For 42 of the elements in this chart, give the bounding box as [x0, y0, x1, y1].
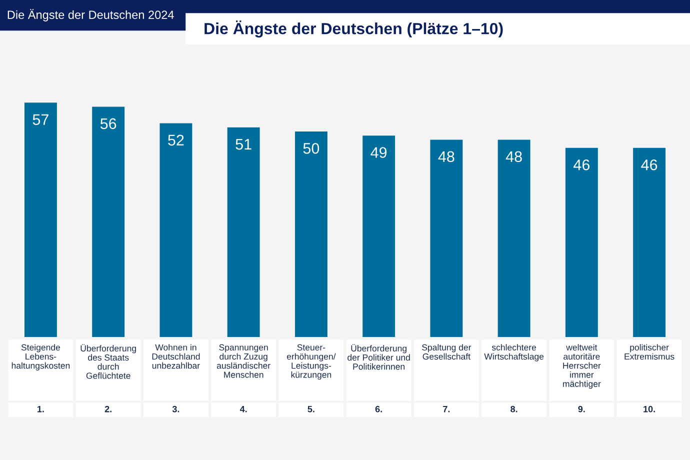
text: 7.: [443, 406, 450, 412]
data-label: 48: [438, 151, 454, 162]
bar: [24, 102, 57, 338]
x-tick-label: schlechtere Wirtschaftslage: [484, 344, 544, 362]
bar: [362, 136, 396, 338]
x-tick-label: Spannungen durch Zuzug ausländischer Menschen: [216, 344, 270, 378]
x-tick-label: Überforderung der Politiker und Politikerinnen: [348, 344, 410, 370]
x-tick-label: Spaltung der Gesellschaft: [422, 344, 472, 360]
bar: [92, 106, 125, 338]
data-label: 50: [303, 142, 320, 154]
x-tick-label: politischer Extremismus: [624, 344, 674, 360]
data-label: 49: [370, 147, 387, 158]
x-tick-label: Steigende Lebens- haltungskosten: [12, 344, 70, 370]
bar: [294, 131, 328, 338]
text: 4.: [240, 406, 247, 412]
x-tick-label: Wohnen in Deutschland unbezahlbar: [152, 344, 200, 369]
data-label: 46: [574, 159, 590, 170]
x-tick-label: Überforderung des Staats durch Geflüchtete: [80, 344, 136, 379]
text: 8.: [510, 406, 518, 412]
x-tick-label: weltweit autoritäre Herrscher immer mächtiger: [563, 344, 601, 389]
chart-subtitle: Die Ängste der Deutschen 2024: [8, 9, 174, 22]
bar: [565, 148, 598, 338]
bar: [227, 127, 260, 338]
text: 5.: [308, 406, 314, 412]
data-label: 46: [641, 159, 658, 170]
data-label: 56: [100, 118, 116, 130]
text: 9.: [578, 406, 585, 412]
data-label: 48: [506, 151, 522, 162]
data-label: 57: [32, 114, 48, 126]
text: 3.: [172, 406, 180, 412]
text: 10.: [644, 406, 655, 412]
text: 1.: [38, 406, 44, 412]
data-label: 52: [168, 134, 184, 146]
text: 6.: [375, 406, 382, 412]
bar: [498, 140, 530, 338]
bar: [430, 140, 463, 338]
chart-title: Die Ängste der Deutschen (Plätze 1–10): [204, 20, 503, 38]
bar: [160, 123, 192, 338]
bar: [633, 148, 666, 338]
x-tick-label: Steuer- erhöhungen/ Leistungs- kürzungen: [286, 344, 336, 380]
text: 2.: [104, 406, 112, 412]
data-label: 51: [236, 139, 252, 150]
